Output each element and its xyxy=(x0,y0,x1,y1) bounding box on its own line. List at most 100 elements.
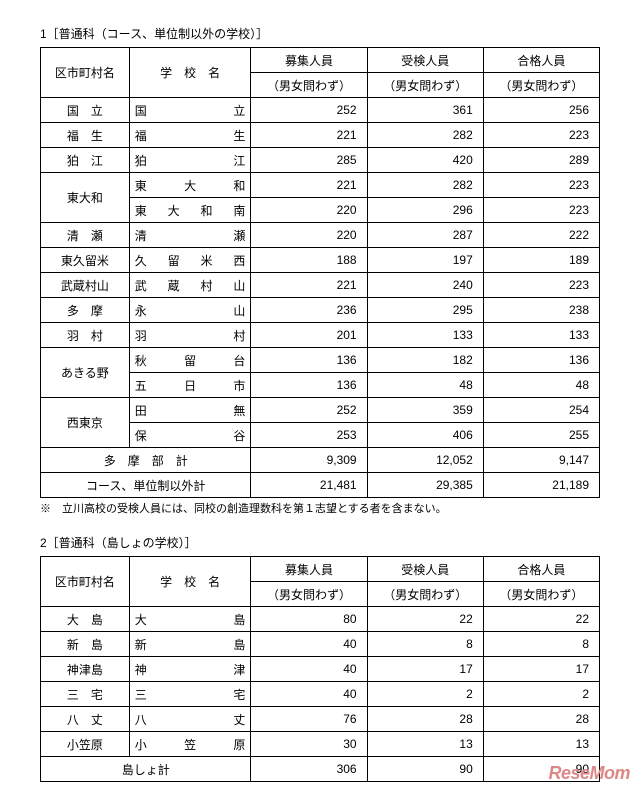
exam-cell: 133 xyxy=(367,323,483,348)
city-cell: 東久留米 xyxy=(41,248,130,273)
recruit-cell: 221 xyxy=(251,123,367,148)
table-row: あきる野秋 留 台136182136 xyxy=(41,348,600,373)
subtotal-recruit: 306 xyxy=(251,757,367,782)
exam-cell: 420 xyxy=(367,148,483,173)
recruit-cell: 220 xyxy=(251,198,367,223)
city-cell: 羽 村 xyxy=(41,323,130,348)
table-row: 八 丈八 丈762828 xyxy=(41,707,600,732)
school-cell: 国 立 xyxy=(129,98,251,123)
city-cell: 小笠原 xyxy=(41,732,130,757)
recruit-cell: 136 xyxy=(251,373,367,398)
city-cell: 神津島 xyxy=(41,657,130,682)
school-cell: 狛 江 xyxy=(129,148,251,173)
exam-cell: 287 xyxy=(367,223,483,248)
table-row: 狛 江狛 江285420289 xyxy=(41,148,600,173)
recruit-cell: 40 xyxy=(251,657,367,682)
school-cell: 保 谷 xyxy=(129,423,251,448)
city-cell: 新 島 xyxy=(41,632,130,657)
table-row: 清 瀬清 瀬220287222 xyxy=(41,223,600,248)
watermark: ReseMom xyxy=(548,763,630,784)
recruit-cell: 40 xyxy=(251,632,367,657)
pass-cell: 133 xyxy=(483,323,599,348)
pass-cell: 189 xyxy=(483,248,599,273)
city-cell: 多 摩 xyxy=(41,298,130,323)
pass-cell: 223 xyxy=(483,273,599,298)
exam-cell: 359 xyxy=(367,398,483,423)
subtotal-pass: 21,189 xyxy=(483,473,599,498)
school-cell: 羽 村 xyxy=(129,323,251,348)
recruit-cell: 220 xyxy=(251,223,367,248)
recruit-cell: 40 xyxy=(251,682,367,707)
pass-cell: 223 xyxy=(483,173,599,198)
table1: 区市町村名 学 校 名 募集人員 受検人員 合格人員 （男女問わず） （男女問わ… xyxy=(40,47,600,498)
pass-cell: 28 xyxy=(483,707,599,732)
city-cell: 大 島 xyxy=(41,607,130,632)
watermark-accent: Mom xyxy=(590,763,631,783)
city-cell: 八 丈 xyxy=(41,707,130,732)
table-row: 福 生福 生221282223 xyxy=(41,123,600,148)
exam-cell: 2 xyxy=(367,682,483,707)
school-cell: 新 島 xyxy=(129,632,251,657)
t2-h-recruit-sub: （男女問わず） xyxy=(251,582,367,607)
school-cell: 大 島 xyxy=(129,607,251,632)
pass-cell: 223 xyxy=(483,123,599,148)
t2-h-city: 区市町村名 xyxy=(41,557,130,607)
city-cell: 国 立 xyxy=(41,98,130,123)
exam-cell: 406 xyxy=(367,423,483,448)
school-cell: 清 瀬 xyxy=(129,223,251,248)
recruit-cell: 80 xyxy=(251,607,367,632)
city-cell: 東大和 xyxy=(41,173,130,223)
recruit-cell: 252 xyxy=(251,98,367,123)
exam-cell: 13 xyxy=(367,732,483,757)
table1-footnote: ※ 立川高校の受検人員には、同校の創造理数科を第１志望とする者を含まない。 xyxy=(40,500,600,516)
subtotal-row: コース、単位制以外計21,48129,38521,189 xyxy=(41,473,600,498)
table-row: 三 宅三 宅4022 xyxy=(41,682,600,707)
t2-h-exam-sub: （男女問わず） xyxy=(367,582,483,607)
pass-cell: 17 xyxy=(483,657,599,682)
exam-cell: 282 xyxy=(367,173,483,198)
subtotal-label: コース、単位制以外計 xyxy=(41,473,251,498)
school-cell: 東 大 和 南 xyxy=(129,198,251,223)
table2: 区市町村名 学 校 名 募集人員 受検人員 合格人員 （男女問わず） （男女問わ… xyxy=(40,556,600,782)
t2-h-recruit: 募集人員 xyxy=(251,557,367,582)
school-cell: 福 生 xyxy=(129,123,251,148)
t1-h-exam: 受検人員 xyxy=(367,48,483,73)
table-row: 神津島神 津401717 xyxy=(41,657,600,682)
table-row: 小笠原小 笠 原301313 xyxy=(41,732,600,757)
city-cell: 清 瀬 xyxy=(41,223,130,248)
pass-cell: 238 xyxy=(483,298,599,323)
pass-cell: 254 xyxy=(483,398,599,423)
pass-cell: 8 xyxy=(483,632,599,657)
exam-cell: 22 xyxy=(367,607,483,632)
school-cell: 東 大 和 xyxy=(129,173,251,198)
city-cell: 武蔵村山 xyxy=(41,273,130,298)
school-cell: 武 蔵 村 山 xyxy=(129,273,251,298)
pass-cell: 2 xyxy=(483,682,599,707)
table-row: 東大和東 大 和221282223 xyxy=(41,173,600,198)
recruit-cell: 201 xyxy=(251,323,367,348)
school-cell: 久 留 米 西 xyxy=(129,248,251,273)
school-cell: 神 津 xyxy=(129,657,251,682)
t1-h-city: 区市町村名 xyxy=(41,48,130,98)
school-cell: 永 山 xyxy=(129,298,251,323)
exam-cell: 8 xyxy=(367,632,483,657)
recruit-cell: 221 xyxy=(251,273,367,298)
table-row: 大 島大 島802222 xyxy=(41,607,600,632)
subtotal-row: 島しょ計3069090 xyxy=(41,757,600,782)
t1-h-pass-sub: （男女問わず） xyxy=(483,73,599,98)
exam-cell: 182 xyxy=(367,348,483,373)
exam-cell: 282 xyxy=(367,123,483,148)
table1-title: 1［普通科（コース、単位制以外の学校）］ xyxy=(40,25,600,42)
school-cell: 小 笠 原 xyxy=(129,732,251,757)
recruit-cell: 136 xyxy=(251,348,367,373)
pass-cell: 222 xyxy=(483,223,599,248)
table-row: 新 島新 島4088 xyxy=(41,632,600,657)
pass-cell: 223 xyxy=(483,198,599,223)
subtotal-label: 島しょ計 xyxy=(41,757,251,782)
subtotal-row: 多 摩 部 計9,30912,0529,147 xyxy=(41,448,600,473)
table-row: 武蔵村山武 蔵 村 山221240223 xyxy=(41,273,600,298)
recruit-cell: 285 xyxy=(251,148,367,173)
table-row: 多 摩永 山236295238 xyxy=(41,298,600,323)
t1-h-pass: 合格人員 xyxy=(483,48,599,73)
table-row: 国 立国 立252361256 xyxy=(41,98,600,123)
